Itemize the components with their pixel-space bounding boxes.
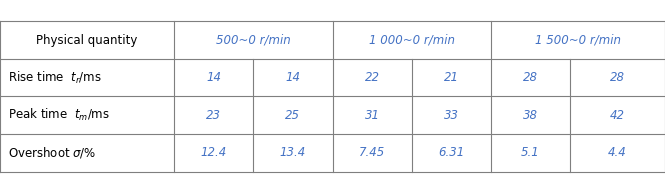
Text: 1 500~0 r/min: 1 500~0 r/min <box>535 34 621 47</box>
Text: 7.45: 7.45 <box>359 146 385 159</box>
Text: 33: 33 <box>444 109 459 122</box>
Text: 6.31: 6.31 <box>438 146 464 159</box>
Text: 38: 38 <box>523 109 538 122</box>
Text: 25: 25 <box>285 109 301 122</box>
Text: 13.4: 13.4 <box>280 146 306 159</box>
Text: 21: 21 <box>444 71 459 84</box>
Text: 500~0 r/min: 500~0 r/min <box>216 34 291 47</box>
Text: Rise time  $\it{t}_r$/ms: Rise time $\it{t}_r$/ms <box>8 70 102 86</box>
Text: 5.1: 5.1 <box>521 146 540 159</box>
Text: 28: 28 <box>610 71 625 84</box>
Text: 23: 23 <box>206 109 221 122</box>
Text: Peak time  $\it{t}_m$/ms: Peak time $\it{t}_m$/ms <box>8 107 110 123</box>
Text: 1 000~0 r/min: 1 000~0 r/min <box>368 34 455 47</box>
Text: 31: 31 <box>364 109 380 122</box>
Text: 14: 14 <box>206 71 221 84</box>
Text: Overshoot $\it{\sigma}$/%: Overshoot $\it{\sigma}$/% <box>8 145 96 160</box>
Text: 12.4: 12.4 <box>201 146 227 159</box>
Text: Physical quantity: Physical quantity <box>37 34 138 47</box>
Text: 4.4: 4.4 <box>608 146 627 159</box>
Text: 42: 42 <box>610 109 625 122</box>
Text: 22: 22 <box>364 71 380 84</box>
Text: 14: 14 <box>285 71 301 84</box>
Text: 28: 28 <box>523 71 538 84</box>
